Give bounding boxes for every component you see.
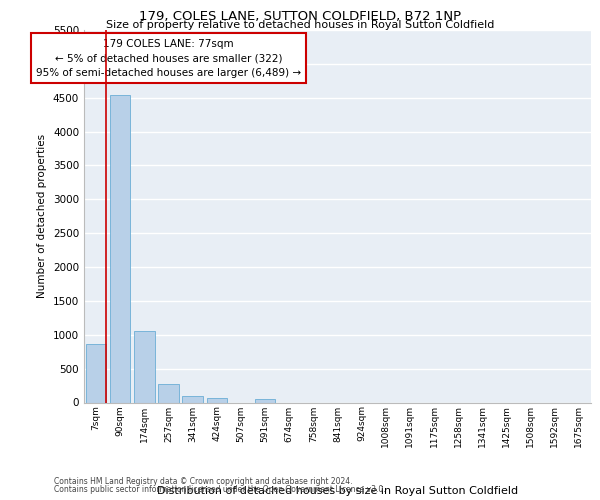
Bar [134, 330, 155, 402]
Bar [255, 399, 275, 402]
Text: 179 COLES LANE: 77sqm
← 5% of detached houses are smaller (322)
95% of semi-deta: 179 COLES LANE: 77sqm ← 5% of detached h… [36, 38, 301, 78]
Y-axis label: Number of detached properties: Number of detached properties [37, 134, 47, 298]
Bar [182, 396, 203, 402]
Text: Contains HM Land Registry data © Crown copyright and database right 2024.: Contains HM Land Registry data © Crown c… [54, 477, 353, 486]
Bar [158, 384, 179, 402]
X-axis label: Distribution of detached houses by size in Royal Sutton Coldfield: Distribution of detached houses by size … [157, 486, 518, 496]
Bar [110, 95, 130, 402]
Text: Contains public sector information licensed under the Open Government Licence v3: Contains public sector information licen… [54, 484, 386, 494]
Text: 179, COLES LANE, SUTTON COLDFIELD, B72 1NP: 179, COLES LANE, SUTTON COLDFIELD, B72 1… [139, 10, 461, 23]
Text: Size of property relative to detached houses in Royal Sutton Coldfield: Size of property relative to detached ho… [106, 20, 494, 30]
Bar [206, 398, 227, 402]
Bar [86, 344, 106, 402]
